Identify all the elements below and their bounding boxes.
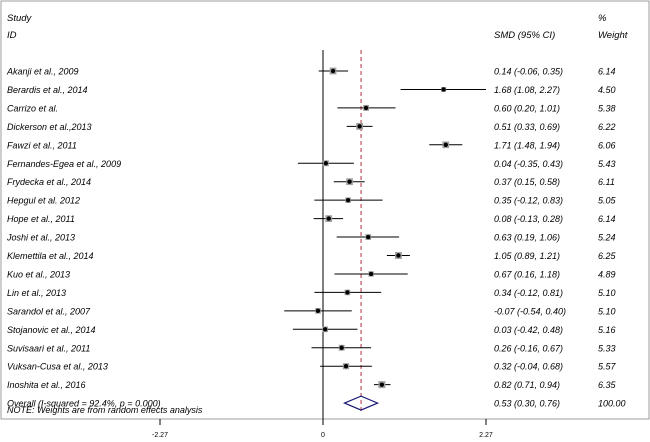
study-point (343, 364, 349, 369)
study-ci-text: 0.37 (0.15, 0.58) (494, 177, 560, 187)
study-ci-text: 0.67 (0.16, 1.18) (494, 269, 560, 279)
study-point (366, 234, 371, 240)
study-point (326, 216, 331, 221)
study-label: Joshi et al., 2013 (6, 233, 75, 243)
study-weight: 6.35 (598, 380, 617, 390)
study-weight: 6.11 (598, 177, 615, 187)
x-axis: -2.27 0 2.27 (152, 419, 493, 439)
x-tick-label: 0 (321, 432, 325, 439)
study-point (315, 308, 321, 314)
study-label: Hepgul et al. 2012 (7, 196, 80, 206)
study-ci-text: 0.03 (-0.42, 0.48) (494, 325, 563, 335)
study-point (379, 382, 385, 387)
study-weight: 5.43 (598, 159, 616, 169)
study-ci-text: 0.34 (-0.12, 0.81) (494, 288, 563, 298)
study-label: Dickerson et al.,2013 (7, 122, 92, 132)
study-point (345, 197, 351, 203)
study-weight: 5.10 (598, 288, 616, 298)
x-tick-label: 2.27 (479, 432, 493, 439)
study-weight: 5.33 (598, 343, 616, 353)
study-point (323, 161, 329, 166)
study-label: Klemettila et al., 2014 (7, 251, 94, 261)
study-ci-text: 0.14 (-0.06, 0.35) (494, 67, 563, 77)
study-weight: 5.10 (598, 306, 616, 316)
study-weight: 6.06 (598, 140, 616, 150)
header-id: ID (7, 30, 17, 41)
study-point (368, 271, 374, 277)
study-ci-text: 0.51 (0.33, 0.69) (494, 122, 560, 132)
study-label: Akanji et al., 2009 (6, 67, 79, 77)
footnote: NOTE: Weights are from random effects an… (7, 405, 203, 415)
study-ci-text: 0.60 (0.20, 1.01) (494, 103, 560, 113)
study-label: Fawzi et al., 2011 (7, 140, 77, 150)
study-ci-text: 0.08 (-0.13, 0.28) (494, 214, 563, 224)
study-ci-text: 1.71 (1.48, 1.94) (494, 140, 560, 150)
study-label: Kuo et al., 2013 (7, 269, 70, 279)
study-label: Vuksan-Cusa et al., 2013 (7, 362, 108, 372)
study-label: Suvisaari et al., 2011 (7, 343, 90, 353)
study-ci-text: 0.26 (-0.16, 0.67) (494, 343, 563, 353)
study-label: Lin et al., 2013 (7, 288, 66, 298)
header-study: Study (7, 13, 33, 24)
study-point (322, 327, 328, 332)
study-ci-text: 0.32 (-0.04, 0.68) (494, 362, 563, 372)
study-label: Frydecka et al., 2014 (7, 177, 91, 187)
plot-frame (0, 0, 650, 420)
study-label: Berardis et al., 2014 (7, 85, 88, 95)
study-weight: 5.38 (598, 103, 616, 113)
study-label: Stojanovic et al., 2014 (7, 325, 96, 335)
study-weight: 5.05 (598, 196, 617, 206)
study-point (345, 290, 350, 295)
overall-ci-text: 0.53 (0.30, 0.76) (494, 399, 560, 409)
study-label: Sarandol et al., 2007 (7, 306, 91, 316)
study-ci-text: 0.35 (-0.12, 0.83) (494, 196, 563, 206)
overall-weight: 100.00 (598, 399, 626, 409)
study-point (357, 124, 362, 129)
header-smd: SMD (95% CI) (494, 30, 555, 41)
study-weight: 6.14 (598, 67, 616, 77)
study-point (330, 68, 336, 74)
study-ci-text: 1.68 (1.08, 2.27) (494, 85, 560, 95)
study-weight: 4.50 (598, 85, 616, 95)
study-point (339, 345, 344, 350)
study-ci-text: 1.05 (0.89, 1.21) (494, 251, 560, 261)
study-ci-text: 0.82 (0.71, 0.94) (494, 380, 560, 390)
study-weight: 6.25 (598, 251, 617, 261)
x-tick-label: -2.27 (152, 432, 168, 439)
study-ci-text: 0.63 (0.19, 1.06) (494, 233, 560, 243)
overall-diamond (343, 395, 380, 411)
study-label: Inoshita et al., 2016 (7, 380, 86, 390)
study-label: Fernandes-Egea et al., 2009 (7, 159, 121, 169)
study-point (441, 87, 446, 92)
header-percent: % (598, 13, 607, 24)
study-rows: Akanji et al., 2009 0.14 (-0.06, 0.35) 6.1… (6, 50, 626, 419)
study-point (396, 253, 401, 258)
study-weight: 5.16 (598, 325, 616, 335)
study-weight: 6.22 (598, 122, 616, 132)
study-weight: 6.14 (598, 214, 616, 224)
study-weight: 5.24 (598, 233, 616, 243)
header-weight: Weight (598, 30, 628, 41)
study-point (347, 179, 352, 184)
overall-label: Overall (I-squared = 92.4%, p = 0.000) (7, 399, 161, 409)
study-ci-text: 0.04 (-0.35, 0.43) (494, 159, 563, 169)
study-point (443, 142, 448, 147)
study-label: Carrizo et al. (7, 103, 58, 113)
study-weight: 4.89 (598, 269, 616, 279)
study-ci-text: -0.07 (-0.54, 0.40) (494, 306, 566, 316)
study-label: Hope et al., 2011 (7, 214, 75, 224)
study-weight: 5.57 (598, 362, 617, 372)
study-point (363, 105, 369, 111)
